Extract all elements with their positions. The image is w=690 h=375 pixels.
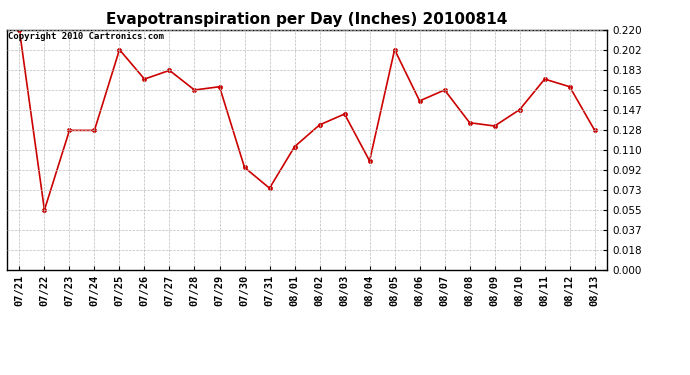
Text: Copyright 2010 Cartronics.com: Copyright 2010 Cartronics.com	[8, 32, 164, 41]
Title: Evapotranspiration per Day (Inches) 20100814: Evapotranspiration per Day (Inches) 2010…	[106, 12, 508, 27]
